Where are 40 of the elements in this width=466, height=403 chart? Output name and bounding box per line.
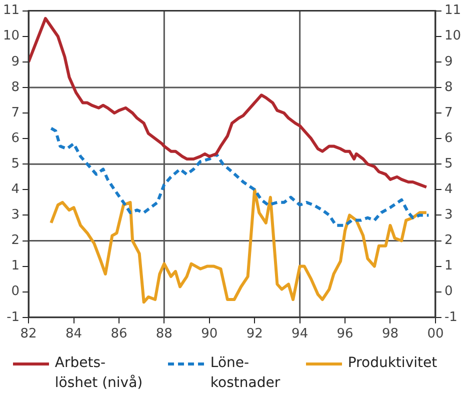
y2-tick-label: 8 (444, 80, 453, 95)
y-tick-label: 9 (11, 54, 20, 70)
line-series (50, 126, 430, 227)
x-tick-label: 00 (427, 326, 444, 342)
y-tick-label: 8 (11, 80, 20, 95)
x-tick-label: 88 (156, 326, 172, 342)
y2-tick-label: 5 (444, 156, 453, 172)
x-tick-label: 82 (20, 326, 37, 342)
x-tick-label: 96 (336, 326, 354, 342)
y2-tick-label: 2 (444, 233, 453, 248)
y2-tick-label: 3 (444, 208, 453, 223)
y-tick-label: -1 (6, 310, 20, 325)
y2-tick-label: 7 (444, 105, 453, 120)
x-tick-label: 84 (65, 326, 82, 342)
legend-label: Arbets- löshet (nivå) (54, 354, 143, 393)
y-tick-label: 2 (11, 233, 20, 248)
y-tick-label: 11 (2, 3, 20, 18)
y2-tick-label: 11 (444, 3, 462, 18)
y-tick-label: 6 (11, 130, 20, 146)
y2-tick-label: 1 (444, 258, 453, 274)
y2-tick-label: -1 (444, 310, 458, 325)
x-tick-label: 90 (201, 326, 218, 342)
y2-tick-label: 4 (444, 182, 453, 198)
y-tick-label: 4 (11, 182, 20, 198)
y2-tick-label: 9 (444, 54, 453, 70)
y-tick-label: 10 (2, 28, 20, 44)
legend-label: Produktivitet (348, 354, 438, 373)
y2-tick-label: 0 (444, 284, 453, 300)
y2-tick-label: 10 (444, 28, 462, 44)
y-tick-label: 5 (11, 156, 20, 172)
x-tick-label: 86 (110, 326, 128, 342)
legend-label: Löne- kostnader (210, 354, 280, 393)
y-tick-label: 1 (11, 258, 20, 274)
y-tick-label: 7 (11, 105, 20, 120)
x-tick-label: 92 (246, 326, 263, 342)
y-tick-label: 0 (11, 284, 20, 300)
y2-tick-label: 6 (444, 130, 453, 146)
x-tick-label: 94 (292, 326, 308, 342)
x-tick-label: 98 (382, 326, 399, 342)
y-tick-label: 3 (11, 208, 20, 223)
